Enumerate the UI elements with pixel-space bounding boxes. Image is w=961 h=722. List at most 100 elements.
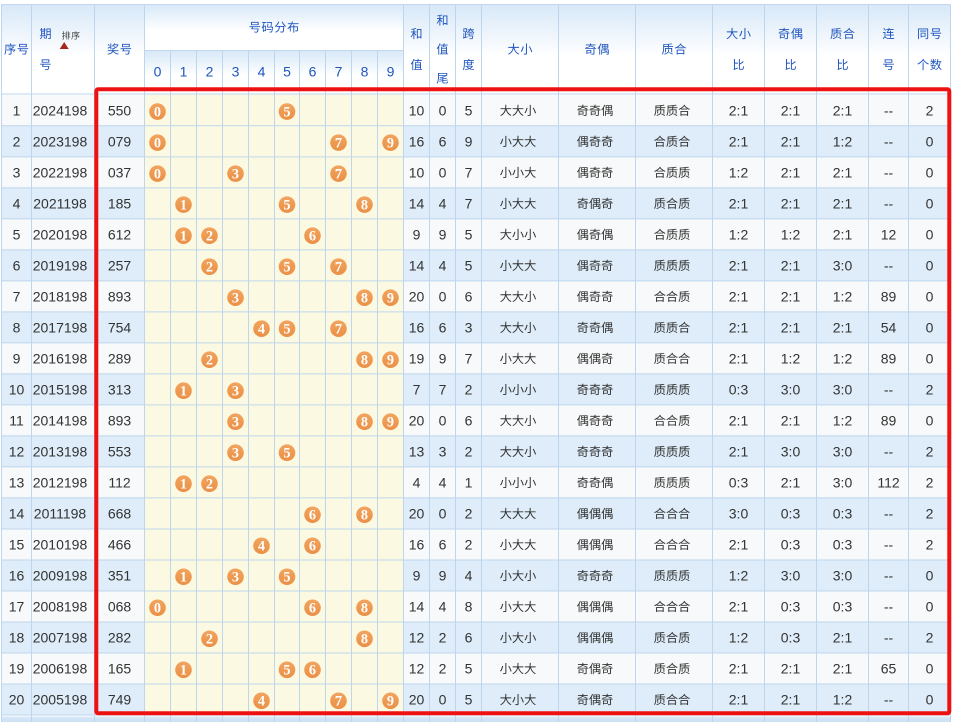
svg-text:--: -- (884, 257, 894, 273)
svg-text:2: 2 (465, 443, 473, 459)
svg-text:0: 0 (926, 319, 934, 335)
svg-text:7: 7 (335, 321, 342, 337)
svg-text:257: 257 (108, 257, 132, 273)
svg-text:0:3: 0:3 (781, 598, 801, 614)
svg-text:3: 3 (232, 446, 239, 462)
svg-text:0: 0 (926, 350, 934, 366)
svg-text:2: 2 (206, 352, 213, 368)
svg-text:17: 17 (9, 598, 25, 614)
svg-text:6: 6 (439, 536, 447, 552)
svg-text:--: -- (884, 629, 894, 645)
svg-text:--: -- (884, 567, 894, 583)
svg-text:2006198: 2006198 (33, 660, 88, 676)
svg-text:2:1: 2:1 (833, 195, 853, 211)
svg-text:2:1: 2:1 (833, 164, 853, 180)
svg-text:7: 7 (335, 64, 343, 80)
svg-text:3:0: 3:0 (833, 443, 853, 459)
svg-text:3: 3 (232, 64, 240, 80)
svg-text:8: 8 (361, 64, 369, 80)
svg-text:0:3: 0:3 (781, 505, 801, 521)
svg-text:0: 0 (926, 660, 934, 676)
svg-text:16: 16 (409, 133, 425, 149)
svg-text:3:0: 3:0 (833, 381, 853, 397)
svg-text:0: 0 (926, 691, 934, 707)
svg-text:2021198: 2021198 (33, 195, 87, 211)
svg-text:351: 351 (108, 567, 132, 583)
svg-text:1: 1 (180, 477, 187, 493)
svg-text:0: 0 (926, 567, 934, 583)
svg-text:313: 313 (108, 381, 132, 397)
svg-text:2:1: 2:1 (729, 102, 749, 118)
svg-text:2: 2 (206, 259, 213, 275)
svg-text:2:1: 2:1 (729, 195, 749, 211)
svg-text:0: 0 (926, 195, 934, 211)
svg-text:2: 2 (465, 381, 473, 397)
svg-text:1:2: 1:2 (781, 350, 801, 366)
svg-text:1:2: 1:2 (833, 350, 853, 366)
svg-text:7: 7 (335, 135, 342, 151)
svg-text:7: 7 (13, 288, 21, 304)
svg-text:7: 7 (335, 166, 342, 182)
svg-text:8: 8 (361, 632, 368, 648)
svg-text:4: 4 (465, 567, 473, 583)
svg-text:18: 18 (9, 629, 25, 645)
svg-text:0:3: 0:3 (729, 381, 749, 397)
svg-text:0: 0 (926, 164, 934, 180)
svg-text:5: 5 (283, 663, 290, 679)
svg-text:2:1: 2:1 (729, 412, 749, 428)
svg-text:4: 4 (258, 64, 266, 80)
svg-text:--: -- (884, 164, 894, 180)
svg-text:282: 282 (108, 629, 132, 645)
svg-text:2:1: 2:1 (729, 133, 749, 149)
svg-text:2010198: 2010198 (33, 536, 88, 552)
svg-text:2011198: 2011198 (34, 505, 87, 521)
svg-text:0: 0 (439, 412, 447, 428)
svg-text:0: 0 (154, 601, 161, 617)
svg-text:3: 3 (232, 570, 239, 586)
svg-text:2:1: 2:1 (729, 443, 749, 459)
svg-text:2012198: 2012198 (33, 474, 88, 490)
svg-text:1:2: 1:2 (833, 412, 853, 428)
svg-text:9: 9 (387, 135, 394, 151)
svg-text:2: 2 (926, 474, 934, 490)
svg-text:1: 1 (465, 474, 473, 490)
svg-text:16: 16 (409, 536, 425, 552)
svg-text:2:1: 2:1 (729, 257, 749, 273)
svg-text:3: 3 (232, 415, 239, 431)
svg-text:--: -- (884, 598, 894, 614)
svg-text:1:2: 1:2 (833, 691, 853, 707)
svg-text:2008198: 2008198 (33, 598, 88, 614)
svg-text:0: 0 (926, 598, 934, 614)
svg-text:10: 10 (9, 381, 25, 397)
svg-text:9: 9 (387, 415, 394, 431)
svg-text:3: 3 (465, 319, 473, 335)
svg-text:0: 0 (154, 166, 161, 182)
svg-text:2: 2 (926, 443, 934, 459)
svg-text:5: 5 (283, 259, 290, 275)
svg-text:112: 112 (108, 474, 131, 490)
svg-text:0: 0 (439, 505, 447, 521)
svg-text:13: 13 (409, 443, 425, 459)
svg-text:1: 1 (180, 663, 187, 679)
svg-text:0: 0 (154, 135, 161, 151)
svg-text:2016198: 2016198 (33, 350, 88, 366)
svg-text:0: 0 (439, 102, 447, 118)
svg-text:8: 8 (361, 197, 368, 213)
svg-text:19: 19 (9, 660, 25, 676)
svg-text:5: 5 (283, 197, 290, 213)
svg-text:14: 14 (409, 257, 425, 273)
svg-text:9: 9 (13, 350, 21, 366)
svg-text:0: 0 (439, 288, 447, 304)
svg-text:2:1: 2:1 (729, 660, 749, 676)
svg-text:4: 4 (258, 321, 265, 337)
svg-text:2:1: 2:1 (781, 133, 801, 149)
svg-text:1:2: 1:2 (729, 164, 749, 180)
svg-text:2020198: 2020198 (33, 226, 88, 242)
svg-text:2023198: 2023198 (33, 133, 88, 149)
svg-text:14: 14 (409, 598, 425, 614)
svg-text:2: 2 (206, 228, 213, 244)
svg-text:1:2: 1:2 (833, 133, 853, 149)
svg-text:5: 5 (13, 226, 21, 242)
svg-text:3:0: 3:0 (729, 505, 749, 521)
svg-text:2:1: 2:1 (729, 598, 749, 614)
